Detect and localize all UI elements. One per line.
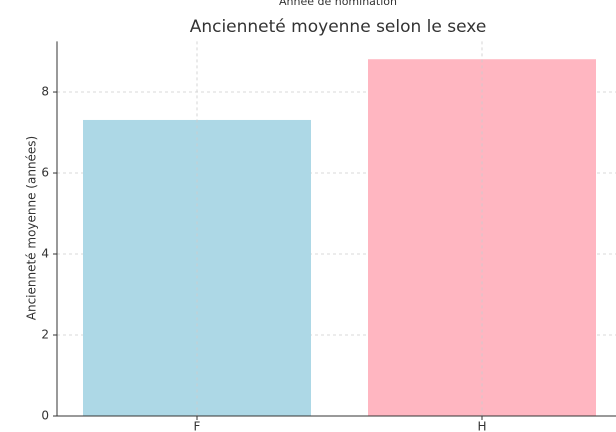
y-tick-label: 4 bbox=[41, 247, 49, 261]
cropped-header: Année de nomination bbox=[279, 0, 397, 8]
x-tick-label: F bbox=[194, 420, 201, 432]
y-tick-label: 0 bbox=[41, 409, 49, 423]
chart-title: Ancienneté moyenne selon le sexe bbox=[190, 17, 487, 37]
bar bbox=[368, 59, 596, 416]
y-axis-label: Ancienneté moyenne (années) bbox=[25, 136, 39, 321]
x-tick-label: H bbox=[477, 420, 486, 432]
y-tick-label: 6 bbox=[41, 166, 49, 180]
y-tick-label: 8 bbox=[41, 85, 49, 99]
y-tick-label: 2 bbox=[41, 328, 49, 342]
